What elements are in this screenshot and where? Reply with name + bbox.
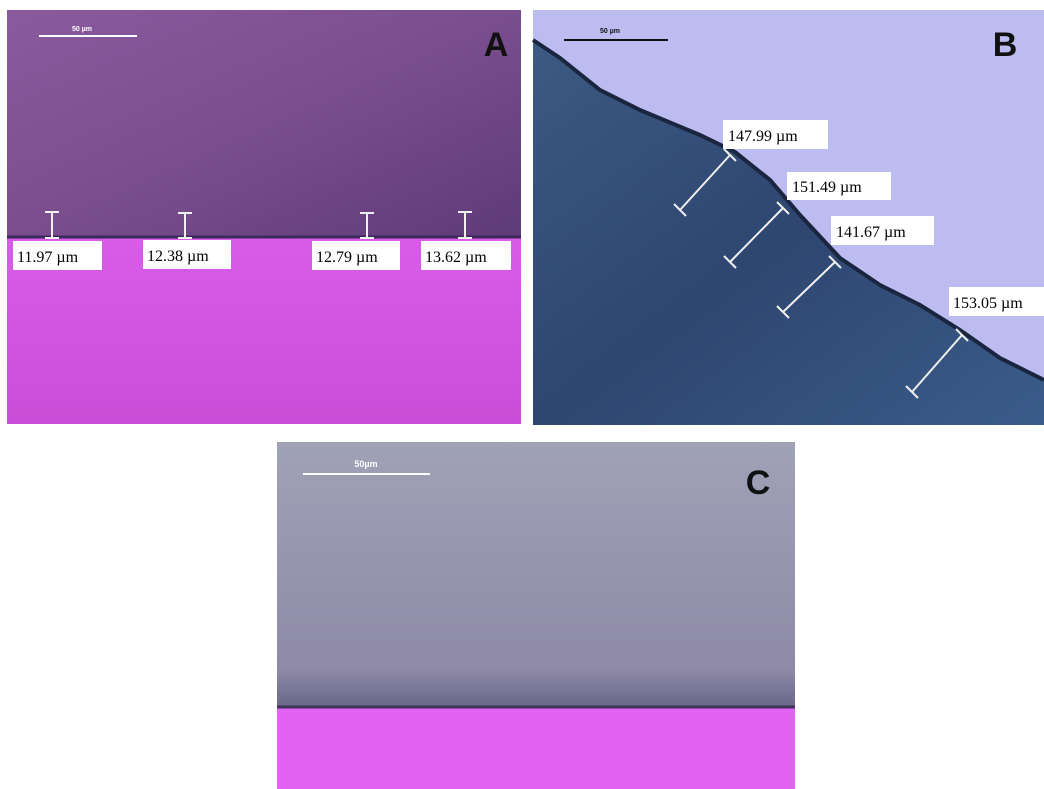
figure: 50 µm A 11.97 µm 12.38 µm 12.79 µm 13.62… bbox=[0, 0, 1044, 789]
measurement: 151.49 µm bbox=[792, 179, 862, 196]
panel-label: A bbox=[484, 26, 509, 64]
panel-b: 50 µm B 147.99 µm 151.49 µm 141.67 µm 15… bbox=[533, 10, 1044, 425]
measurement: 141.67 µm bbox=[836, 224, 906, 241]
measurement: 13.62 µm bbox=[425, 249, 487, 266]
micrograph-layer bbox=[277, 442, 795, 708]
measurement: 153.05 µm bbox=[953, 295, 1023, 312]
scale-bar-label: 50µm bbox=[354, 459, 377, 469]
panel-c: 50µm C bbox=[277, 442, 795, 789]
scale-bar-label: 50 µm bbox=[600, 28, 620, 35]
measurement: 12.79 µm bbox=[316, 249, 378, 266]
measurement: 147.99 µm bbox=[728, 128, 798, 145]
micrograph-substrate bbox=[277, 706, 795, 789]
scale-bar-label: 50 µm bbox=[72, 26, 92, 33]
micrograph-layer bbox=[7, 10, 521, 238]
panel-label: C bbox=[746, 464, 771, 502]
measurement: 11.97 µm bbox=[17, 249, 79, 266]
panel-a: 50 µm A 11.97 µm 12.38 µm 12.79 µm 13.62… bbox=[7, 10, 521, 424]
measurement: 12.38 µm bbox=[147, 248, 209, 265]
panel-label: B bbox=[993, 26, 1018, 64]
